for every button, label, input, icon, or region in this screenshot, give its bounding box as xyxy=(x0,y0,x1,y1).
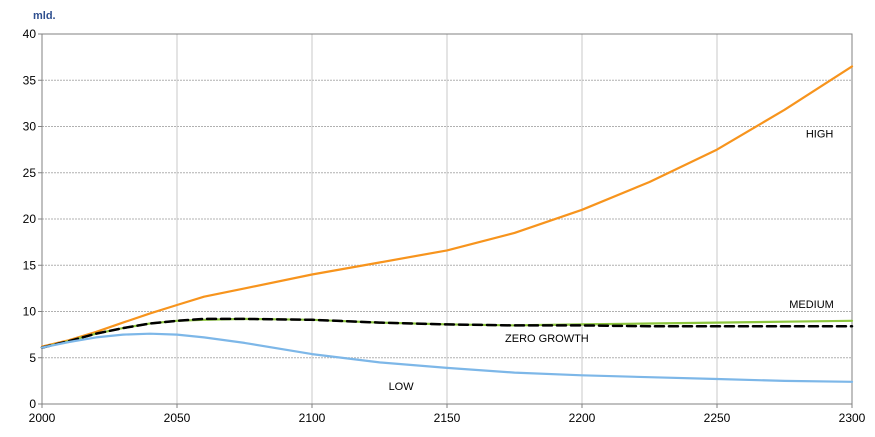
series-line-low xyxy=(40,332,854,383)
x-tick-label: 2150 xyxy=(434,411,461,425)
y-tick-label: 35 xyxy=(23,73,37,87)
y-tick-label: 20 xyxy=(23,212,37,226)
x-tick-label: 2200 xyxy=(569,411,596,425)
y-tick-label: 15 xyxy=(23,258,37,272)
y-tick-label: 0 xyxy=(29,397,36,411)
axis-ticks: 0 5 10 15 20 25 30 35 40 2000 2050 2100 2150 2200 2250… xyxy=(23,27,866,425)
grid xyxy=(42,34,852,404)
series-label-zero-growth: ZERO GROWTH xyxy=(505,333,589,345)
y-tick-label: 25 xyxy=(23,166,37,180)
series-line-high xyxy=(40,65,854,348)
series-labels: HIGH MEDIUM ZERO GROWTH LOW xyxy=(389,129,834,394)
series-label-low: LOW xyxy=(389,381,415,393)
y-tick-label: 5 xyxy=(29,351,36,365)
x-tick-label: 2300 xyxy=(839,411,866,425)
series-line-zero-growth xyxy=(40,317,854,349)
series-label-high: HIGH xyxy=(806,129,834,141)
x-tick-label: 2000 xyxy=(29,411,56,425)
x-tick-label: 2250 xyxy=(704,411,731,425)
x-tick-label: 2100 xyxy=(299,411,326,425)
y-unit-label: mld. xyxy=(33,10,56,22)
y-tick-label: 30 xyxy=(23,120,37,134)
y-tick-label: 10 xyxy=(23,305,37,319)
series-lines xyxy=(40,65,854,383)
x-tick-label: 2050 xyxy=(164,411,191,425)
series-label-medium: MEDIUM xyxy=(789,299,834,311)
y-tick-label: 40 xyxy=(23,27,37,41)
